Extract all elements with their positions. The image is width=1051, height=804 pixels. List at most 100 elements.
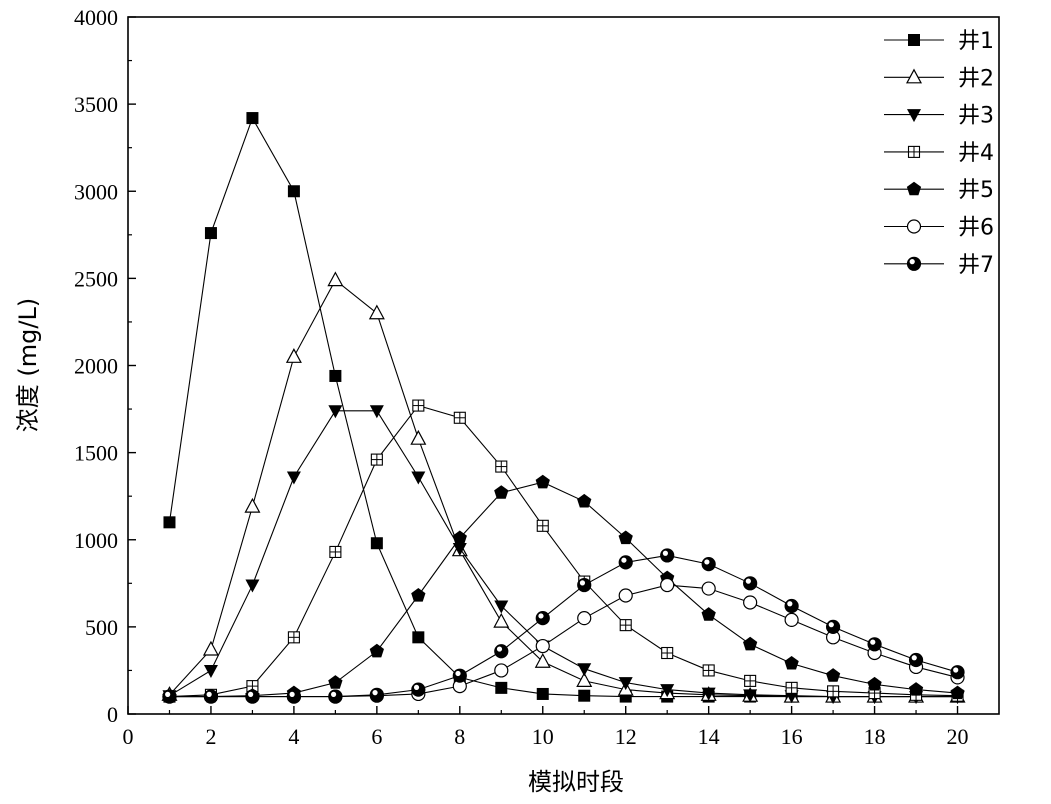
x-tick-label: 16 bbox=[781, 724, 803, 749]
x-tick-label: 10 bbox=[532, 724, 554, 749]
data-point bbox=[534, 652, 551, 668]
data-point bbox=[286, 689, 302, 704]
data-point bbox=[327, 271, 344, 287]
legend: 井1 井2 井3 井4 井5 井6 井7 bbox=[884, 29, 994, 278]
legend-marker bbox=[905, 68, 923, 84]
x-tick-label: 12 bbox=[615, 724, 637, 749]
legend-entry: 井1 bbox=[884, 29, 994, 54]
y-tick-label: 2000 bbox=[74, 354, 118, 379]
data-point bbox=[660, 684, 675, 698]
data-point bbox=[660, 577, 675, 593]
data-point bbox=[245, 689, 260, 704]
data-point bbox=[536, 687, 549, 700]
y-tick-label: 4000 bbox=[74, 5, 118, 30]
series-line bbox=[169, 481, 958, 698]
y-tick-label: 500 bbox=[85, 615, 118, 640]
data-point bbox=[825, 619, 841, 634]
series-line bbox=[169, 410, 958, 698]
legend-entry: 井4 bbox=[884, 141, 994, 166]
data-point bbox=[411, 588, 426, 602]
data-point bbox=[950, 685, 965, 700]
data-point bbox=[577, 493, 592, 508]
y-tick-label: 2500 bbox=[74, 266, 118, 291]
data-point bbox=[162, 689, 177, 704]
data-point bbox=[452, 668, 467, 683]
y-tick-label: 3500 bbox=[74, 92, 118, 117]
data-point bbox=[452, 530, 467, 545]
data-point bbox=[661, 646, 674, 660]
series-line bbox=[168, 116, 958, 698]
x-tick-label: 8 bbox=[454, 724, 465, 749]
data-point bbox=[412, 631, 425, 644]
data-point bbox=[287, 185, 300, 198]
legend-entry: 井5 bbox=[884, 178, 994, 203]
x-tick-label: 14 bbox=[698, 724, 720, 749]
x-axis-title: 模拟时段 bbox=[528, 768, 624, 796]
series-line bbox=[169, 404, 958, 698]
data-point bbox=[412, 399, 425, 412]
data-point bbox=[245, 579, 260, 593]
legend-entry: 井2 bbox=[884, 66, 994, 91]
data-point bbox=[660, 548, 675, 563]
data-point bbox=[494, 644, 509, 659]
legend-label: 井1 bbox=[958, 29, 994, 54]
data-point bbox=[494, 663, 509, 678]
x-axis-ticks: 0 2 4 6 8 10 12 14 16 18 20 bbox=[123, 706, 969, 749]
series-layer bbox=[161, 112, 966, 705]
legend-marker bbox=[907, 145, 921, 158]
x-tick-label: 20 bbox=[947, 724, 969, 749]
data-point bbox=[618, 530, 633, 545]
data-point bbox=[328, 405, 343, 419]
series-6 bbox=[162, 577, 965, 704]
legend-entry: 井7 bbox=[884, 253, 994, 278]
data-point bbox=[452, 542, 467, 556]
legend-marker bbox=[907, 109, 921, 123]
data-point bbox=[328, 675, 343, 689]
legend-label: 井3 bbox=[958, 104, 994, 129]
y-tick-label: 1000 bbox=[74, 528, 118, 553]
series-2 bbox=[161, 271, 966, 703]
data-point bbox=[701, 687, 716, 701]
data-point bbox=[329, 545, 342, 558]
data-point bbox=[368, 304, 385, 320]
x-tick-label: 2 bbox=[205, 724, 216, 749]
data-point bbox=[411, 471, 426, 485]
legend-marker bbox=[906, 256, 922, 271]
data-point bbox=[908, 652, 924, 668]
data-point bbox=[369, 405, 384, 419]
legend-label: 井6 bbox=[958, 216, 994, 241]
data-point bbox=[493, 612, 510, 628]
plot-frame bbox=[127, 16, 1000, 715]
data-point bbox=[494, 485, 509, 499]
y-tick-label: 1500 bbox=[74, 441, 118, 466]
data-point bbox=[743, 576, 758, 591]
legend-label: 井2 bbox=[958, 66, 994, 91]
data-point bbox=[287, 631, 300, 644]
data-point bbox=[535, 474, 550, 489]
y-tick-label: 0 bbox=[107, 702, 118, 727]
data-point bbox=[285, 348, 302, 363]
legend-label: 井5 bbox=[958, 178, 994, 203]
data-point bbox=[867, 676, 882, 691]
data-point bbox=[535, 611, 550, 626]
data-point bbox=[536, 519, 549, 532]
data-point bbox=[908, 682, 924, 696]
data-point bbox=[950, 665, 965, 680]
data-point bbox=[577, 577, 592, 593]
series-3 bbox=[162, 405, 965, 705]
data-point bbox=[453, 411, 466, 424]
data-point bbox=[163, 516, 176, 529]
data-point bbox=[202, 640, 219, 656]
legend-label: 井4 bbox=[958, 141, 994, 166]
data-point bbox=[328, 689, 343, 704]
legend-marker bbox=[908, 34, 920, 46]
series-7 bbox=[162, 548, 965, 704]
data-point bbox=[743, 595, 758, 610]
data-point bbox=[701, 607, 716, 621]
y-axis-ticks: 0 500 1000 1500 2000 2500 3000 3500 4000 bbox=[74, 5, 136, 727]
data-point bbox=[578, 689, 591, 702]
y-tick-label: 3000 bbox=[74, 179, 118, 204]
y-axis-title: 浓度 (mg/L) bbox=[14, 298, 42, 432]
data-point bbox=[785, 681, 798, 694]
